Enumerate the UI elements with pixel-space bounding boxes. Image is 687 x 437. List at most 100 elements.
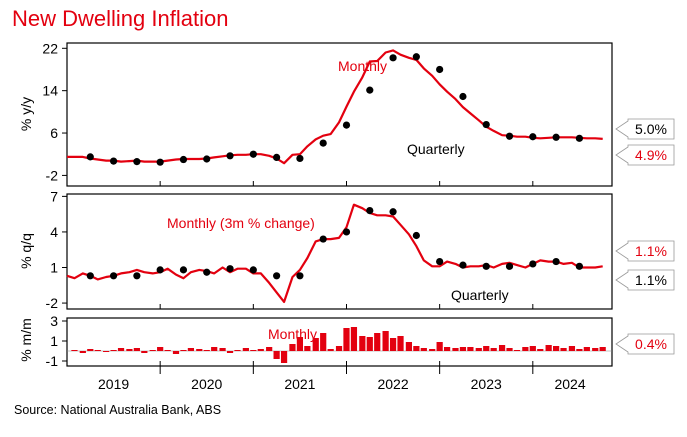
monthly-bar bbox=[211, 347, 218, 351]
monthly-bar bbox=[483, 346, 490, 351]
quarterly-point bbox=[575, 134, 583, 142]
monthly-bar bbox=[513, 350, 521, 351]
monthly-bar bbox=[389, 338, 397, 351]
y-tick-label: 22 bbox=[42, 40, 58, 56]
monthly-bar bbox=[382, 331, 389, 351]
value-callout-box bbox=[615, 240, 675, 262]
monthly-bar bbox=[117, 348, 125, 351]
monthly-bar bbox=[304, 346, 311, 351]
y-tick-label: 14 bbox=[42, 83, 58, 99]
quarterly-point bbox=[505, 262, 514, 270]
quarterly-point bbox=[436, 65, 444, 74]
monthly-bar bbox=[133, 348, 140, 351]
monthly-bar bbox=[576, 349, 583, 351]
monthly-bar bbox=[413, 346, 420, 351]
quarterly-point bbox=[459, 92, 467, 101]
y-tick-label: 1 bbox=[50, 260, 58, 276]
y-tick-label: 6 bbox=[50, 125, 58, 141]
quarterly-point bbox=[552, 133, 560, 141]
quarterly-point bbox=[342, 228, 351, 236]
monthly-bar bbox=[335, 346, 343, 351]
value-callout-box bbox=[615, 269, 675, 291]
value-callout-box bbox=[615, 333, 675, 355]
monthly-bar bbox=[157, 347, 164, 351]
monthly-bar bbox=[71, 350, 78, 351]
quarterly-point bbox=[156, 266, 164, 274]
quarterly-point bbox=[459, 261, 467, 269]
monthly-bar bbox=[289, 344, 296, 351]
x-year-label: 2020 bbox=[191, 376, 222, 392]
quarterly-point bbox=[389, 208, 397, 216]
y-tick-label: -1 bbox=[46, 353, 59, 369]
quarterly-point bbox=[296, 154, 304, 163]
quarterly-point bbox=[436, 257, 444, 266]
quarterly-point bbox=[133, 158, 141, 166]
quarterly-point bbox=[226, 265, 234, 273]
quarterly-point bbox=[179, 266, 188, 274]
quarterly-point bbox=[109, 272, 118, 280]
y-tick-label: -2 bbox=[46, 295, 59, 311]
y-tick-label: 3 bbox=[50, 313, 58, 329]
quarterly-quarterly-annotation: Quarterly bbox=[451, 287, 509, 303]
monthly-bar bbox=[397, 336, 404, 351]
quarterly-point bbox=[179, 155, 188, 164]
quarterly-point bbox=[86, 272, 94, 280]
x-year-label: 2019 bbox=[98, 376, 129, 392]
monthly-bar bbox=[552, 346, 560, 351]
quarterly-point bbox=[296, 272, 304, 280]
quarterly-point bbox=[342, 121, 351, 129]
quarterly-point bbox=[109, 157, 118, 165]
monthly-bar bbox=[599, 347, 606, 351]
monthly-bar bbox=[266, 347, 273, 351]
monthly-bar bbox=[103, 351, 110, 352]
value-callout-label: 4.9% bbox=[635, 147, 667, 163]
quarterly-point bbox=[482, 262, 490, 270]
series-line-monthly bbox=[66, 203, 603, 303]
panel-quarterly-frame bbox=[66, 193, 613, 310]
monthly-bar bbox=[149, 350, 156, 351]
value-callout-label: 5.0% bbox=[635, 121, 667, 137]
monthly-bar bbox=[452, 348, 459, 351]
x-year-label: 2023 bbox=[471, 376, 502, 392]
monthly-bar bbox=[522, 347, 529, 351]
series-line-monthly bbox=[67, 49, 603, 165]
quarterly-point bbox=[226, 152, 234, 160]
quarterly-point bbox=[482, 120, 490, 129]
monthly-bar bbox=[374, 333, 381, 351]
y-tick-label: -2 bbox=[46, 167, 59, 183]
monthly-bar bbox=[280, 351, 288, 363]
monthly-bar bbox=[583, 347, 590, 351]
quarterly-point bbox=[505, 132, 514, 140]
monthly-bar bbox=[537, 349, 544, 351]
quarterly-point bbox=[529, 133, 537, 141]
monthly-bar bbox=[490, 348, 497, 351]
value-callout-label: 0.4% bbox=[635, 336, 667, 352]
x-year-label: 2024 bbox=[554, 376, 585, 392]
monthly-bar bbox=[405, 342, 413, 351]
monthly-bar bbox=[180, 350, 187, 351]
monthly-bar bbox=[320, 333, 327, 351]
chart-marks: 22 14 6 -2 5.0% 4.9% 7 4 1 -2 1.1% 1.1% 3 1 -1 0.4% 2019… bbox=[42, 40, 675, 392]
monthly-bar bbox=[359, 336, 366, 351]
monthly-bar bbox=[187, 348, 195, 351]
monthly-bar bbox=[459, 347, 467, 351]
monthly-bar bbox=[475, 348, 482, 351]
x-year-label: 2022 bbox=[377, 376, 408, 392]
x-year-label: 2021 bbox=[284, 376, 315, 392]
monthly-bar bbox=[350, 327, 358, 351]
monthly-bar bbox=[79, 351, 86, 353]
monthly-bar bbox=[312, 338, 319, 351]
source-note: Source: National Australia Bank, ABS bbox=[14, 403, 222, 417]
annual-quarterly-annotation: Quarterly bbox=[407, 141, 465, 157]
quarterly-point bbox=[273, 272, 281, 280]
value-callout-label: 1.1% bbox=[635, 243, 667, 259]
monthly-bar bbox=[529, 346, 536, 351]
y-tick-label: 1 bbox=[50, 333, 58, 349]
monthly-bar bbox=[545, 345, 552, 351]
y-tick-label: 4 bbox=[50, 224, 58, 240]
quarterly-point bbox=[133, 272, 141, 280]
monthly-bar bbox=[429, 349, 436, 351]
monthly-bar bbox=[94, 350, 101, 351]
monthly-bar bbox=[110, 350, 117, 351]
